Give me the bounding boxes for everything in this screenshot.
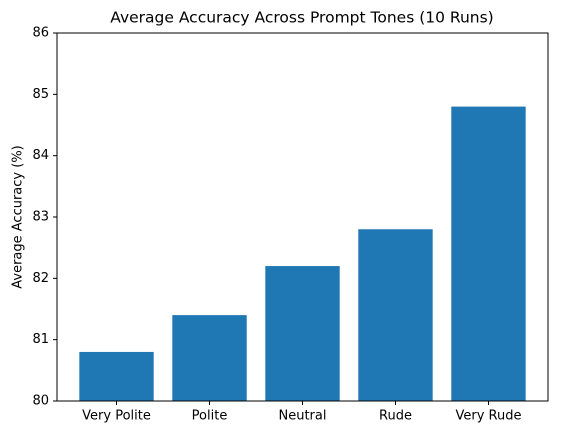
y-tick-label: 83: [32, 210, 49, 225]
x-tick-label: Neutral: [279, 409, 327, 424]
y-tick-label: 86: [32, 26, 49, 41]
bar: [172, 315, 247, 401]
x-tick-label: Very Polite: [82, 409, 151, 424]
bar: [265, 266, 340, 401]
x-tick-label: Very Rude: [455, 409, 521, 424]
y-axis-label: Average Accuracy (%): [11, 145, 26, 289]
bar: [79, 351, 154, 401]
y-tick-label: 81: [32, 332, 49, 347]
y-tick-label: 82: [32, 271, 49, 286]
y-tick-label: 85: [32, 87, 49, 102]
y-tick-label: 80: [32, 394, 49, 409]
bar: [451, 106, 526, 401]
bar: [358, 229, 433, 401]
chart-title: Average Accuracy Across Prompt Tones (10…: [110, 9, 493, 27]
x-tick-label: Rude: [379, 409, 412, 424]
axes-frame: [56, 32, 549, 402]
y-tick-label: 84: [32, 148, 49, 163]
x-tick-label: Polite: [192, 409, 228, 424]
